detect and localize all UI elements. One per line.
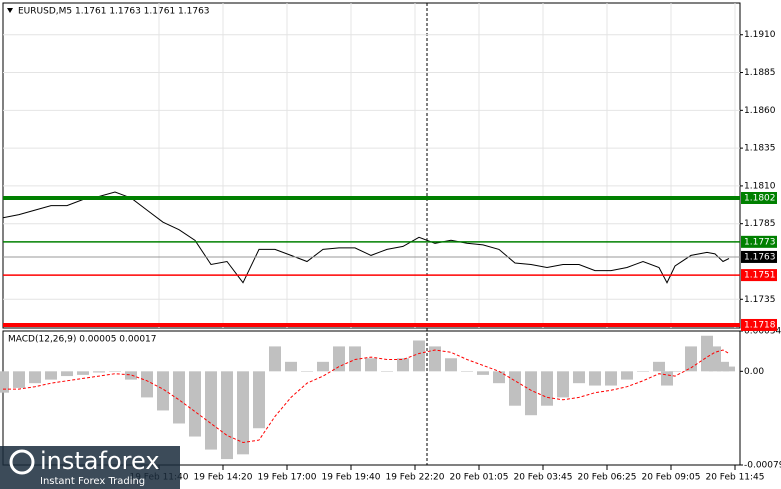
histogram-bar <box>685 346 697 372</box>
x-tick-label: 19 Feb 19:40 <box>321 473 380 483</box>
y-tick-label: 0.00 <box>744 367 764 377</box>
signal-line <box>3 349 730 444</box>
histogram-bar <box>237 371 249 455</box>
histogram-bar <box>413 340 425 372</box>
histogram-bar <box>365 358 377 372</box>
histogram-bar <box>541 371 553 406</box>
histogram-bar <box>285 361 297 372</box>
histogram-bar <box>301 371 313 372</box>
histogram-bar <box>477 371 489 375</box>
histogram-bar <box>429 346 441 372</box>
histogram-bar <box>125 371 137 380</box>
logo: instaforex Instant Forex Trading <box>0 446 180 489</box>
level-label-bg <box>741 269 777 282</box>
y-tick-label: 1.1735 <box>744 295 776 305</box>
histogram-bar <box>723 366 735 372</box>
x-tick-label: 19 Feb 17:00 <box>257 473 316 483</box>
histogram-bar <box>77 371 89 375</box>
histogram-bar <box>333 346 345 372</box>
histogram-bar <box>349 346 361 372</box>
level-label: 1.1773 <box>744 237 776 247</box>
histogram-bar <box>589 371 601 386</box>
y-tick-label: -0.00079 <box>744 461 781 471</box>
histogram-bar <box>381 371 393 372</box>
histogram-bar <box>157 371 169 411</box>
logo-tagline: Instant Forex Trading <box>40 476 145 487</box>
last-price-bg <box>741 250 777 263</box>
histogram-bar <box>141 371 153 398</box>
histogram-bar <box>205 371 217 450</box>
histogram-bar <box>637 371 649 372</box>
x-tick-label: 20 Feb 06:25 <box>577 473 636 483</box>
level-label: 1.1802 <box>744 194 776 204</box>
price-panel <box>2 2 741 329</box>
menu-arrow <box>7 8 13 13</box>
y-tick-label: 1.1785 <box>744 219 776 229</box>
histogram-bar <box>109 371 121 372</box>
y-tick-label: 1.1910 <box>744 30 776 40</box>
level-label: 1.1751 <box>744 271 776 281</box>
histogram-bar <box>29 371 41 384</box>
histogram-bar <box>397 358 409 372</box>
x-tick-label: 20 Feb 11:45 <box>705 473 764 483</box>
histogram-bar <box>45 371 57 380</box>
histogram-bar <box>605 371 617 386</box>
y-tick-label: 1.1810 <box>744 181 776 191</box>
histogram-bar <box>61 371 73 377</box>
y-tick-label: 1.1860 <box>744 106 776 116</box>
last-price-label: 1.1763 <box>744 252 776 262</box>
histogram-bar <box>509 371 521 406</box>
x-tick-label: 20 Feb 03:45 <box>513 473 572 483</box>
histogram-bar <box>253 371 265 429</box>
histogram-bar <box>221 371 233 460</box>
level-label-bg <box>741 318 777 331</box>
level-label-bg <box>741 235 777 248</box>
histogram-bar <box>461 371 473 372</box>
x-tick-label: 19 Feb 14:20 <box>193 473 252 483</box>
y-tick-label: 1.1835 <box>744 144 776 154</box>
histogram-bar <box>0 371 9 393</box>
histogram-bar <box>173 371 185 424</box>
histogram-bar <box>189 371 201 437</box>
level-label-bg <box>741 192 777 204</box>
x-tick-label: 20 Feb 09:05 <box>641 473 700 483</box>
histogram-bar <box>525 371 537 416</box>
histogram-bar <box>493 371 505 384</box>
histogram-bar <box>93 371 105 373</box>
logo-icon <box>9 449 35 475</box>
x-tick-label: 19 Feb 22:20 <box>385 473 444 483</box>
logo-name: instaforex <box>40 447 160 475</box>
histogram-bar <box>669 371 681 372</box>
histogram-bar <box>621 371 633 380</box>
histogram-bar <box>13 371 25 388</box>
histogram-bar <box>653 361 665 372</box>
histogram-bar <box>661 371 673 386</box>
macd-panel <box>2 330 741 466</box>
histogram-bar <box>445 358 457 372</box>
histogram-bar <box>717 361 729 372</box>
y-tick-label: 1.1885 <box>744 68 776 78</box>
histogram-bar <box>557 371 569 398</box>
macd-title: MACD(12,26,9) 0.00005 0.00017 <box>8 335 157 345</box>
x-tick-label: 20 Feb 01:05 <box>449 473 508 483</box>
histogram-bar <box>573 371 585 384</box>
y-tick-label: 0.00034 <box>744 327 781 337</box>
histogram-bar <box>317 361 329 372</box>
histogram-bar <box>269 346 281 372</box>
chart-title: EURUSD,M5 1.1761 1.1763 1.1761 1.1763 <box>18 7 210 17</box>
level-label: 1.1718 <box>744 320 776 330</box>
